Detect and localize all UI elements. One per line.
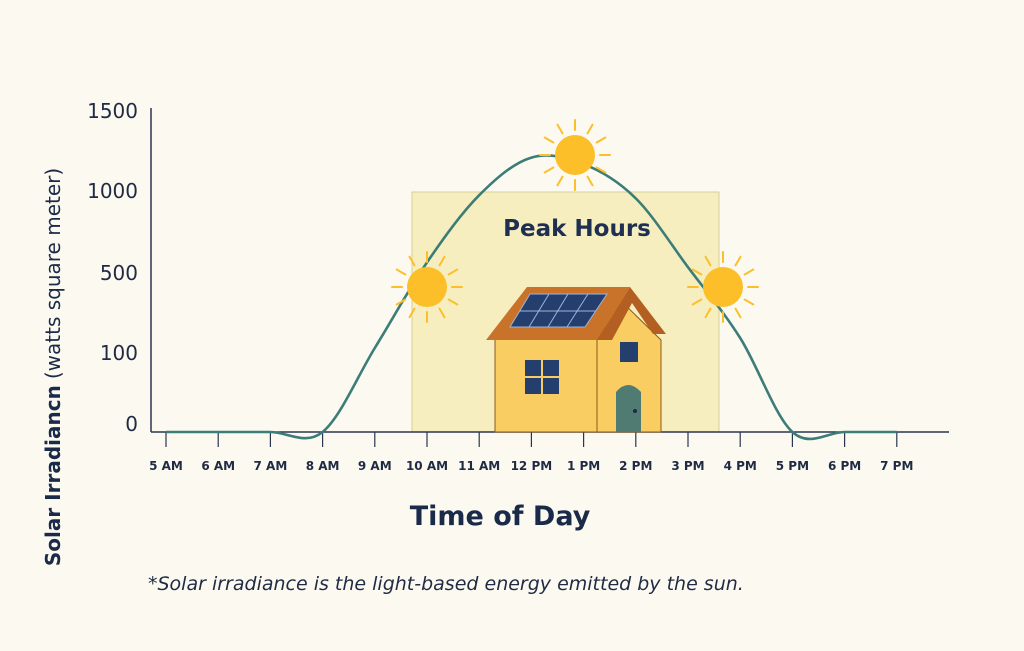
- y-tick-label: 100: [100, 341, 138, 365]
- x-tick-label: 10 AM: [406, 459, 448, 473]
- irradiance-curve: [165, 154, 897, 441]
- footnote: *Solar irradiance is the light-based ene…: [148, 573, 744, 595]
- x-tick-label: 11 AM: [458, 459, 500, 473]
- sun-icon: [687, 251, 759, 323]
- y-tick-label: 1000: [87, 179, 138, 203]
- door-icon: [616, 385, 641, 432]
- x-tick-label: 6 PM: [828, 459, 861, 473]
- x-axis-title: Time of Day: [410, 501, 591, 532]
- y-axis-title-unit: (watts square meter): [41, 168, 65, 379]
- sun-icon: [391, 251, 463, 323]
- x-tick-label: 3 PM: [671, 459, 704, 473]
- y-tick-label: 1500: [87, 99, 138, 123]
- x-tick-label: 5 PM: [776, 459, 809, 473]
- sun-icon: [539, 119, 611, 191]
- sun-icons: [391, 119, 759, 323]
- x-tick-label: 1 PM: [567, 459, 600, 473]
- x-tick-label: 6 AM: [201, 459, 235, 473]
- x-tick-labels: 5 AM 6 AM 7 AM 8 AM 9 AM 10 AM 11 AM 12 PM 1 PM 2…: [149, 459, 913, 473]
- window-icon: [525, 360, 559, 394]
- y-axis-title: Solar Irradiancn (watts square meter): [41, 168, 65, 566]
- small-window-icon: [620, 342, 638, 362]
- solar-panel-icon: [509, 293, 608, 328]
- peak-hours-label: Peak Hours: [503, 216, 651, 242]
- x-tick-label: 7 PM: [880, 459, 913, 473]
- house-illustration: [486, 287, 666, 433]
- y-tick-label: 500: [100, 261, 138, 285]
- x-tick-label: 2 PM: [619, 459, 652, 473]
- y-axis-title-bold: Solar Irradiancn: [41, 385, 65, 566]
- x-tick-label: 5 AM: [149, 459, 183, 473]
- x-tick-label: 12 PM: [511, 459, 553, 473]
- x-tick-label: 7 AM: [254, 459, 288, 473]
- x-tick-label: 9 AM: [358, 459, 392, 473]
- x-tick-label: 8 AM: [306, 459, 340, 473]
- axis-ticks: [165, 432, 898, 447]
- y-tick-label: 0: [125, 412, 138, 436]
- x-tick-label: 4 PM: [724, 459, 757, 473]
